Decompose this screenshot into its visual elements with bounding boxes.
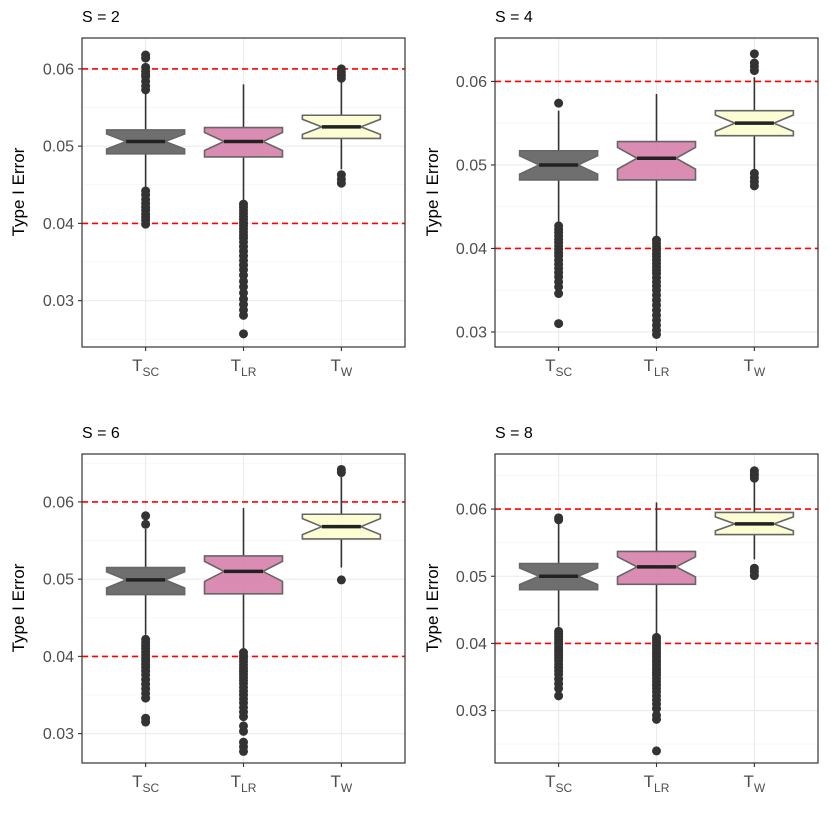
panel-title: S = 4 bbox=[495, 9, 533, 26]
outlier-point bbox=[239, 310, 248, 320]
y-axis-label: Type I Error bbox=[9, 563, 28, 652]
box-T_W bbox=[301, 64, 382, 188]
y-tick-label: 0.06 bbox=[43, 61, 74, 78]
x-tick-label: TSC bbox=[545, 772, 572, 795]
y-tick-label: 0.03 bbox=[456, 703, 487, 720]
outlier-point bbox=[336, 178, 346, 188]
box-T_SC bbox=[105, 511, 186, 727]
y-tick-label: 0.03 bbox=[43, 293, 74, 310]
x-tick-label: TW bbox=[744, 772, 766, 795]
outlier-point bbox=[652, 746, 661, 756]
y-tick-label: 0.06 bbox=[456, 74, 487, 91]
outlier-point bbox=[652, 714, 661, 724]
box-T_LR bbox=[203, 84, 284, 339]
y-tick-label: 0.04 bbox=[456, 241, 487, 258]
y-tick-label: 0.04 bbox=[456, 636, 487, 653]
box-T_W bbox=[714, 466, 795, 581]
panel-1: 0.03 0.04 0.05 0.06 TSC TLR TW S = 2 Type I Erro… bbox=[9, 9, 406, 379]
box-T_SC bbox=[518, 98, 599, 329]
y-tick-label: 0.03 bbox=[456, 324, 487, 341]
outlier-point bbox=[652, 329, 661, 339]
y-tick-label: 0.04 bbox=[43, 649, 74, 666]
outlier-point bbox=[141, 511, 151, 521]
x-tick-label: TLR bbox=[231, 772, 257, 795]
x-tick-label: TSC bbox=[132, 772, 159, 795]
outlier-point bbox=[749, 571, 759, 581]
outlier-point bbox=[652, 704, 661, 714]
outlier-point bbox=[554, 282, 564, 292]
box-T_SC bbox=[518, 513, 599, 701]
x-tick-label: TLR bbox=[644, 772, 670, 795]
panel-2: 0.03 0.04 0.05 0.06 TSC TLR TW S = 4 Type I Erro… bbox=[423, 9, 819, 379]
panel-title: S = 8 bbox=[495, 425, 533, 442]
box-T_LR bbox=[616, 502, 697, 756]
y-tick-label: 0.05 bbox=[456, 157, 487, 174]
outlier-point bbox=[554, 289, 564, 299]
y-tick-label: 0.06 bbox=[456, 502, 487, 519]
panel-3: 0.03 0.04 0.05 0.06 TSC TLR TW S = 6 Type I Erro… bbox=[9, 425, 406, 795]
y-tick-label: 0.05 bbox=[43, 572, 74, 589]
outlier-point bbox=[239, 329, 248, 339]
outlier-point bbox=[239, 270, 248, 280]
outlier-point bbox=[554, 683, 564, 693]
y-tick-label: 0.05 bbox=[456, 569, 487, 586]
outlier-point bbox=[239, 726, 248, 736]
outlier-point bbox=[554, 98, 564, 108]
box-body bbox=[203, 555, 284, 595]
y-axis-label: Type I Error bbox=[9, 147, 28, 236]
outlier-point bbox=[141, 85, 151, 95]
y-tick-label: 0.06 bbox=[43, 494, 74, 511]
outlier-point bbox=[141, 717, 151, 727]
outlier-point bbox=[336, 73, 346, 83]
y-tick-label: 0.05 bbox=[43, 139, 74, 156]
outlier-point bbox=[141, 219, 151, 229]
x-tick-label: TLR bbox=[231, 356, 257, 379]
outlier-point bbox=[239, 282, 248, 292]
x-tick-label: TW bbox=[744, 356, 766, 379]
box-T_W bbox=[301, 464, 382, 585]
x-tick-label: TSC bbox=[132, 356, 159, 379]
outlier-point bbox=[336, 468, 346, 478]
outlier-point bbox=[141, 519, 151, 529]
outlier-point bbox=[239, 746, 248, 756]
outlier-point bbox=[239, 288, 248, 298]
outlier-point bbox=[141, 53, 151, 63]
outlier-point bbox=[749, 66, 759, 76]
x-tick-label: TW bbox=[331, 772, 353, 795]
y-tick-label: 0.03 bbox=[43, 726, 74, 743]
outlier-point bbox=[749, 49, 759, 59]
x-tick-label: TW bbox=[331, 356, 353, 379]
outlier-point bbox=[239, 712, 248, 722]
box-T_LR bbox=[616, 93, 697, 339]
box-T_W bbox=[714, 49, 795, 191]
x-tick-label: TLR bbox=[644, 356, 670, 379]
outlier-point bbox=[141, 693, 151, 703]
outlier-point bbox=[554, 319, 564, 329]
outlier-point bbox=[336, 575, 346, 585]
panel-title: S = 2 bbox=[82, 9, 120, 26]
panel-4: 0.03 0.04 0.05 0.06 TSC TLR TW S = 8 Type I Erro… bbox=[423, 425, 819, 795]
outlier-point bbox=[554, 691, 564, 701]
outlier-point bbox=[749, 473, 759, 483]
outlier-point bbox=[749, 181, 759, 191]
y-tick-label: 0.04 bbox=[43, 216, 74, 233]
box-body bbox=[616, 140, 697, 181]
y-axis-label: Type I Error bbox=[423, 563, 442, 652]
outlier-point bbox=[554, 515, 564, 525]
y-axis-label: Type I Error bbox=[423, 147, 442, 236]
x-tick-label: TSC bbox=[545, 356, 572, 379]
box-T_LR bbox=[203, 508, 284, 756]
box-T_SC bbox=[105, 50, 186, 229]
panel-title: S = 6 bbox=[82, 425, 120, 442]
